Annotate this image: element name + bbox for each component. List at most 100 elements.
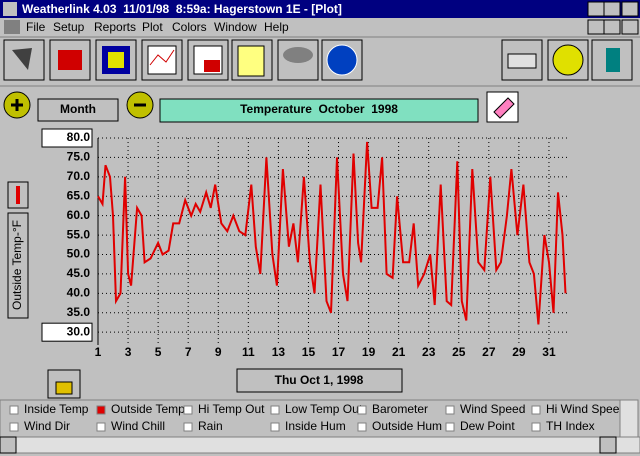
tick-box (41, 322, 93, 342)
x-tick-label: 13 (272, 345, 286, 359)
menu-item[interactable]: Window (214, 20, 257, 34)
y-tick-label: 45.0 (67, 266, 91, 280)
menu-item[interactable]: File (26, 20, 46, 34)
minimize[interactable] (587, 1, 605, 17)
checkbox-label[interactable]: Outside Temp (111, 402, 185, 416)
y-axis-label: Outside Temp-°F (10, 220, 24, 310)
checkbox-label[interactable]: Wind Chill (111, 419, 165, 433)
date-label: Thu Oct 1, 1998 (275, 373, 364, 387)
checkbox-label[interactable]: Rain (198, 419, 223, 433)
checkbox[interactable] (9, 422, 19, 432)
x-tick-label: 3 (125, 345, 132, 359)
checkbox[interactable] (270, 405, 280, 415)
data-line (97, 141, 567, 325)
child-close[interactable] (621, 19, 639, 35)
checkbox[interactable] (445, 422, 455, 432)
checkbox-label[interactable]: Hi Temp Out (198, 402, 265, 416)
x-tick-label: 9 (215, 345, 222, 359)
menu-item[interactable]: Plot (142, 20, 163, 34)
icon (326, 44, 358, 76)
icon (237, 45, 265, 77)
scroll-left[interactable] (0, 436, 17, 454)
y-tick-label: 60.0 (67, 208, 91, 222)
chart-title: Temperature October 1998 (240, 102, 398, 116)
child-restore[interactable] (603, 19, 621, 35)
period-label: Month (60, 102, 96, 116)
y-tick-label: 50.0 (67, 247, 91, 261)
close[interactable] (621, 1, 639, 17)
checkbox[interactable] (96, 422, 106, 432)
menu-item[interactable]: Reports (94, 20, 136, 34)
checkbox-label[interactable]: Wind Speed (460, 402, 525, 416)
y-tick-label: 35.0 (67, 305, 91, 319)
icon (147, 45, 177, 75)
v-scrollbar[interactable] (619, 399, 639, 438)
checkbox[interactable] (357, 422, 367, 432)
checkbox-label[interactable]: Inside Hum (285, 419, 346, 433)
icon (283, 47, 313, 63)
checkbox-label[interactable]: Outside Hum (372, 419, 442, 433)
series-selector: Inside Temp Outside Temp Hi Temp Out Low Te… (9, 402, 626, 433)
plot: 30.0 35.0 40.0 45.0 50.0 55.0 60.0 65.0 70.0 75.0… (41, 128, 570, 359)
icon (12, 48, 32, 70)
app-icon[interactable] (3, 2, 17, 16)
y-tick-label: 40.0 (67, 286, 91, 300)
icon (55, 381, 73, 395)
checkbox-label[interactable]: TH Index (546, 419, 595, 433)
x-tick-label: 5 (155, 345, 162, 359)
icon (493, 97, 515, 119)
x-tick-label: 7 (185, 345, 192, 359)
checkbox[interactable] (357, 405, 367, 415)
menu-bar: File Setup Reports Plot Colors Window Help (26, 20, 289, 34)
x-tick-label: 17 (332, 345, 346, 359)
title-bar (0, 0, 640, 18)
checkbox-label[interactable]: Wind Dir (24, 419, 70, 433)
toolbar (3, 39, 633, 81)
icon (58, 50, 82, 70)
x-tick-label: 19 (362, 345, 376, 359)
restore[interactable] (603, 1, 621, 17)
checkbox-label[interactable]: Inside Temp (24, 402, 89, 416)
checkbox[interactable] (531, 422, 541, 432)
checkbox-label[interactable]: Low Temp Out (285, 402, 363, 416)
date-button[interactable] (236, 368, 403, 393)
y-label-button[interactable] (7, 212, 29, 319)
checkbox[interactable] (445, 405, 455, 415)
child-minimize[interactable] (587, 19, 605, 35)
icon (507, 53, 537, 69)
y-tick-label: 65.0 (67, 188, 91, 202)
menu-item[interactable]: Help (264, 20, 289, 34)
checkbox[interactable] (531, 405, 541, 415)
x-tick-label: 25 (452, 345, 466, 359)
icon (606, 48, 620, 72)
y-tick-label: 30.0 (67, 324, 91, 338)
checkbox[interactable] (183, 405, 193, 415)
checkbox-label[interactable]: Dew Point (460, 419, 515, 433)
x-tick-label: 31 (542, 345, 556, 359)
icon (204, 60, 220, 72)
icon (16, 186, 20, 204)
window-title: Weatherlink 4.03 11/01/98 8:59a: Hagerst… (22, 2, 342, 16)
icon (11, 99, 23, 111)
h-scrollbar[interactable] (0, 436, 640, 454)
menu-item[interactable]: Colors (172, 20, 207, 34)
y-tick-label: 70.0 (67, 169, 91, 183)
checkbox-label[interactable]: Barometer (372, 402, 428, 416)
child-icon[interactable] (4, 20, 20, 34)
x-tick-label: 11 (242, 345, 255, 359)
checkbox[interactable] (9, 405, 19, 415)
icon (108, 52, 124, 68)
x-tick-label: 29 (512, 345, 526, 359)
checkbox[interactable] (96, 405, 106, 415)
period-button[interactable] (37, 98, 119, 122)
checkbox[interactable] (183, 422, 193, 432)
scroll-right[interactable] (599, 436, 617, 454)
checkbox-label[interactable]: Hi Wind Speed (546, 402, 626, 416)
menu-item[interactable]: Setup (53, 20, 85, 34)
chart-title-box (159, 98, 479, 123)
checkbox[interactable] (270, 422, 280, 432)
x-tick-label: 27 (482, 345, 496, 359)
y-tick-label: 80.0 (67, 130, 91, 144)
